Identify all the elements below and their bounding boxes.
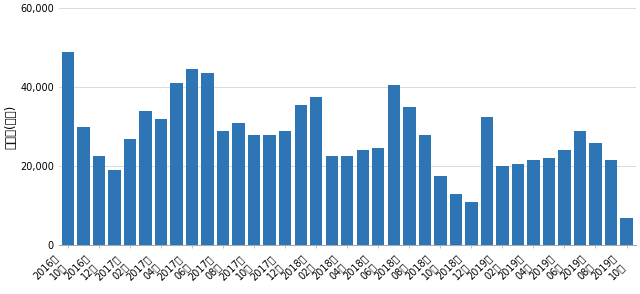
Bar	[543, 158, 555, 245]
Bar	[294, 105, 307, 245]
Bar	[419, 135, 431, 245]
Bar	[62, 52, 74, 245]
Bar	[264, 135, 276, 245]
Bar	[124, 138, 136, 245]
Bar	[465, 202, 477, 245]
Bar	[372, 148, 385, 245]
Bar	[202, 74, 214, 245]
Bar	[93, 156, 105, 245]
Bar	[108, 170, 121, 245]
Bar	[450, 194, 462, 245]
Bar	[248, 135, 260, 245]
Bar	[605, 160, 617, 245]
Bar	[512, 164, 524, 245]
Bar	[620, 218, 633, 245]
Bar	[388, 85, 400, 245]
Bar	[496, 166, 509, 245]
Bar	[155, 119, 167, 245]
Bar	[527, 160, 540, 245]
Bar	[574, 131, 586, 245]
Bar	[589, 143, 602, 245]
Bar	[326, 156, 338, 245]
Bar	[481, 117, 493, 245]
Bar	[558, 151, 571, 245]
Bar	[434, 176, 447, 245]
Y-axis label: 거래량(건수): 거래량(건수)	[4, 105, 17, 149]
Bar	[140, 111, 152, 245]
Bar	[356, 151, 369, 245]
Bar	[310, 97, 323, 245]
Bar	[217, 131, 229, 245]
Bar	[186, 69, 198, 245]
Bar	[403, 107, 415, 245]
Bar	[279, 131, 291, 245]
Bar	[77, 127, 90, 245]
Bar	[170, 83, 183, 245]
Bar	[232, 123, 245, 245]
Bar	[341, 156, 353, 245]
